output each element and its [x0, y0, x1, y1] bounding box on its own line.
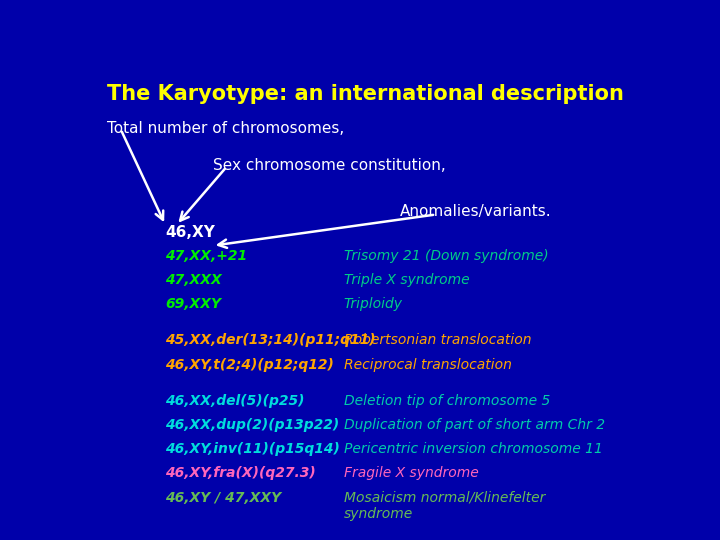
Text: 46,XY,t(2;4)(p12;q12): 46,XY,t(2;4)(p12;q12)	[166, 357, 334, 372]
Text: 46,XX,dup(2)(p13p22): 46,XX,dup(2)(p13p22)	[166, 418, 340, 432]
Text: Robertsonian translocation: Robertsonian translocation	[344, 333, 531, 347]
Text: Total number of chromosomes,: Total number of chromosomes,	[107, 121, 344, 136]
Text: Sex chromosome constitution,: Sex chromosome constitution,	[213, 158, 446, 173]
Text: Anomalies/variants.: Anomalies/variants.	[400, 204, 552, 219]
Text: 47,XXX: 47,XXX	[166, 273, 222, 287]
Text: Mosaicism normal/Klinefelter
syndrome: Mosaicism normal/Klinefelter syndrome	[344, 490, 545, 521]
Text: Deletion tip of chromosome 5: Deletion tip of chromosome 5	[344, 394, 550, 408]
Text: Pericentric inversion chromosome 11: Pericentric inversion chromosome 11	[344, 442, 603, 456]
Text: Triple X syndrome: Triple X syndrome	[344, 273, 469, 287]
Text: Duplication of part of short arm Chr 2: Duplication of part of short arm Chr 2	[344, 418, 605, 432]
Text: 46,XX,del(5)(p25): 46,XX,del(5)(p25)	[166, 394, 305, 408]
Text: Fragile X syndrome: Fragile X syndrome	[344, 467, 479, 481]
Text: Trisomy 21 (Down syndrome): Trisomy 21 (Down syndrome)	[344, 248, 549, 262]
Text: 46,XY,inv(11)(p15q14): 46,XY,inv(11)(p15q14)	[166, 442, 341, 456]
Text: 47,XX,+21: 47,XX,+21	[166, 248, 248, 262]
Text: Triploidy: Triploidy	[344, 297, 403, 311]
Text: 45,XX,der(13;14)(p11;q11): 45,XX,der(13;14)(p11;q11)	[166, 333, 376, 347]
Text: The Karyotype: an international description: The Karyotype: an international descript…	[107, 84, 624, 104]
Text: Reciprocal translocation: Reciprocal translocation	[344, 357, 512, 372]
Text: 46,XY / 47,XXY: 46,XY / 47,XXY	[166, 490, 282, 504]
Text: 69,XXY: 69,XXY	[166, 297, 221, 311]
Text: 46,XY,fra(X)(q27.3): 46,XY,fra(X)(q27.3)	[166, 467, 316, 481]
Text: 46,XY: 46,XY	[166, 225, 215, 240]
